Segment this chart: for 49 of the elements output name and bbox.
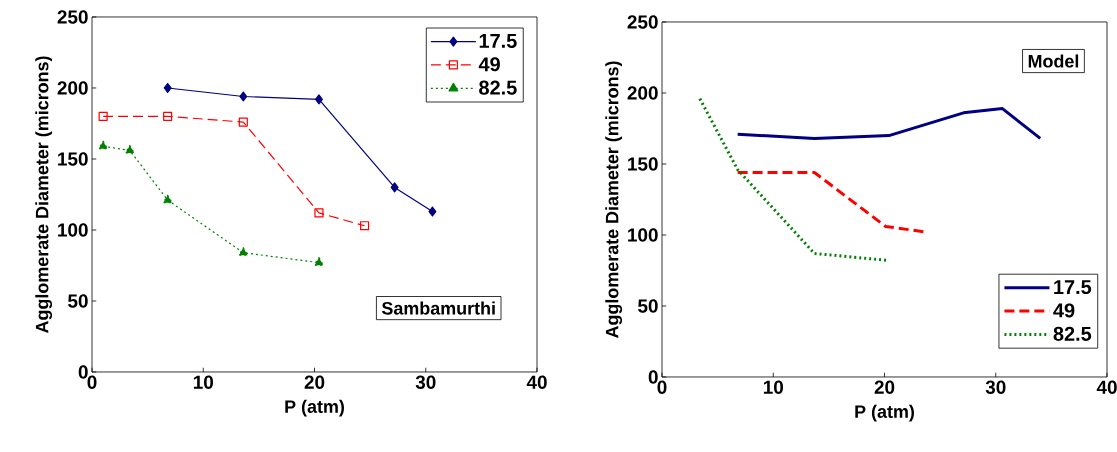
y-tick-label: 100 bbox=[628, 228, 658, 242]
point bbox=[238, 247, 249, 256]
annotation: Model bbox=[1028, 54, 1079, 68]
legend-label: 82.5 bbox=[1053, 326, 1092, 341]
x-tick-label: 30 bbox=[415, 375, 436, 389]
y-tick-label: 250 bbox=[627, 15, 658, 29]
y-tick-label: 150 bbox=[58, 152, 88, 166]
point bbox=[314, 208, 324, 218]
point bbox=[98, 111, 108, 121]
point bbox=[238, 117, 248, 127]
y-tick-label: 50 bbox=[68, 294, 88, 308]
point bbox=[98, 140, 109, 150]
y-tick-label: 100 bbox=[58, 223, 88, 237]
x-tick-label: 30 bbox=[985, 380, 1006, 394]
point bbox=[315, 94, 323, 105]
legend-label: 49 bbox=[1053, 303, 1075, 318]
y-tick-label: 50 bbox=[638, 299, 658, 313]
legend-label: 49 bbox=[478, 57, 500, 72]
point bbox=[162, 194, 173, 204]
x-tick-label: 40 bbox=[526, 375, 547, 389]
point bbox=[124, 144, 135, 154]
y-axis-title: Agglomerate Diameter (microns) bbox=[605, 61, 623, 339]
y-tick-label: 200 bbox=[57, 81, 88, 95]
point bbox=[359, 221, 370, 231]
x-tick-label: 10 bbox=[193, 375, 214, 389]
x-axis-title: P (atm) bbox=[855, 404, 914, 422]
x-tick-label: 0 bbox=[657, 380, 667, 394]
x-tick-label: 40 bbox=[1096, 380, 1117, 394]
x-tick-label: 10 bbox=[763, 380, 784, 394]
y-tick-label: 150 bbox=[628, 157, 658, 171]
point bbox=[428, 206, 437, 217]
y-axis-title: Agglomerate Diameter (microns) bbox=[35, 56, 53, 334]
annotation: Sambamurthi bbox=[381, 301, 495, 315]
point bbox=[239, 91, 248, 102]
legend-label: 17.5 bbox=[1054, 280, 1092, 295]
x-tick-label: 0 bbox=[87, 375, 97, 389]
x-tick-label: 20 bbox=[874, 380, 895, 394]
point bbox=[390, 182, 399, 193]
point bbox=[314, 257, 324, 266]
point bbox=[163, 111, 173, 121]
x-axis-title: P (atm) bbox=[285, 399, 344, 417]
legend-label: 17.5 bbox=[479, 34, 517, 48]
y-tick-label: 0 bbox=[78, 365, 88, 379]
legend-label: 82.5 bbox=[479, 80, 517, 95]
y-tick-label: 200 bbox=[627, 86, 658, 100]
y-tick-label: 250 bbox=[57, 10, 88, 24]
line-series bbox=[736, 107, 1042, 140]
x-tick-label: 20 bbox=[304, 375, 325, 389]
point bbox=[163, 82, 172, 94]
